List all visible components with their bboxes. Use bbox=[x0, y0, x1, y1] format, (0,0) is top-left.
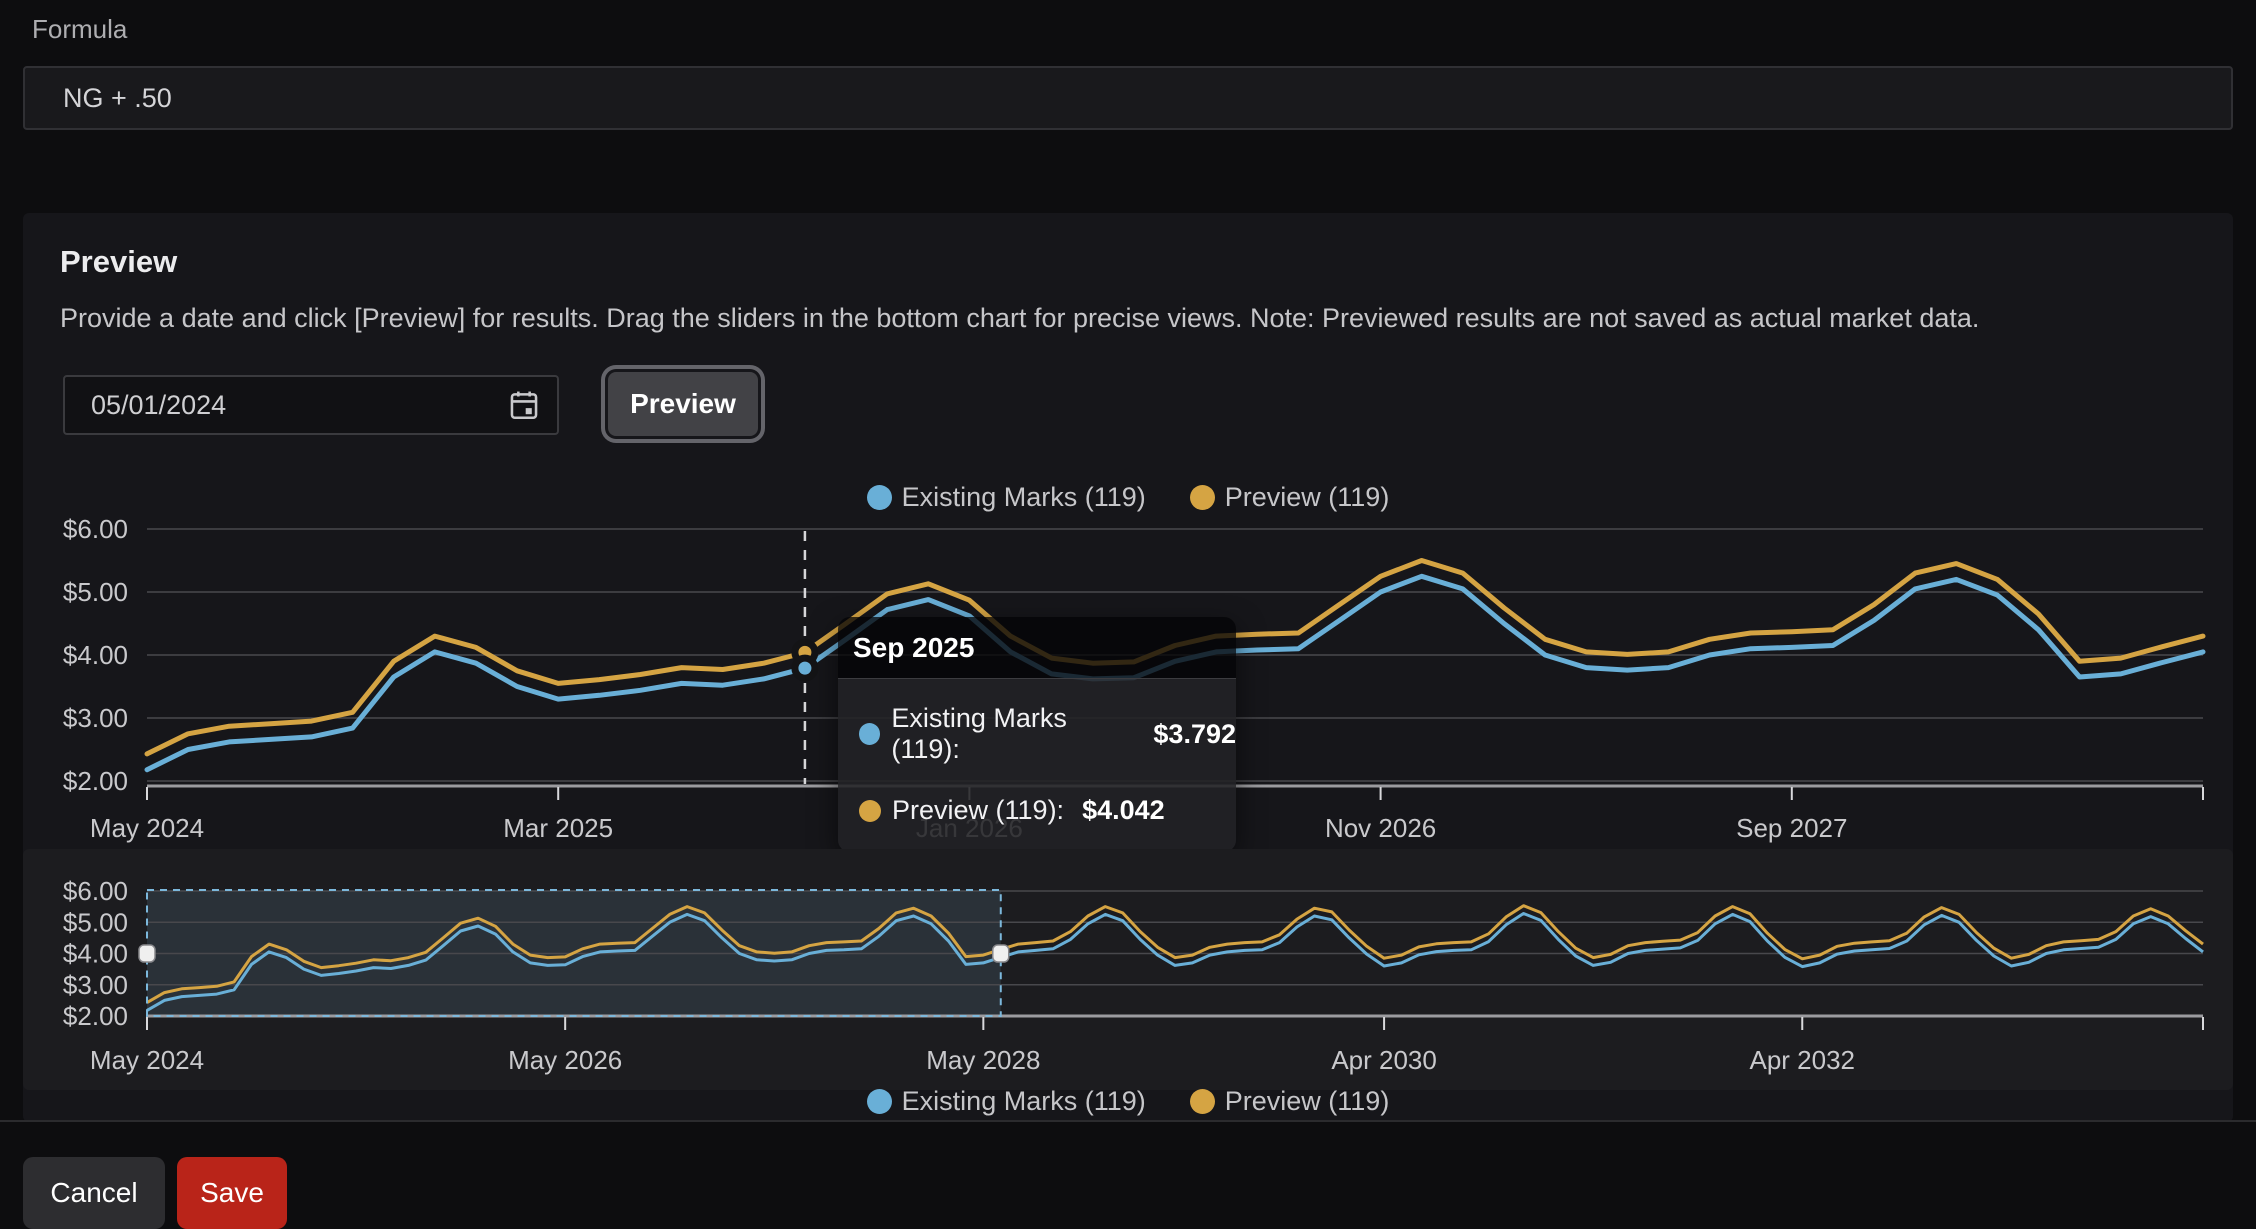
date-input[interactable] bbox=[65, 377, 557, 433]
cursor-dot-existing bbox=[791, 654, 819, 682]
chart-tooltip: Sep 2025 Existing Marks (119): $3.792 Pr… bbox=[838, 617, 1236, 852]
formula-input[interactable] bbox=[23, 66, 2233, 130]
preview-line-overview bbox=[146, 904, 2204, 1004]
legend-item-preview: Preview (119) bbox=[1189, 1086, 1390, 1117]
y-tick-label: $2.00 bbox=[63, 1001, 128, 1031]
preview-description: Provide a date and click [Preview] for r… bbox=[60, 303, 1980, 333]
y-tick-label: $3.00 bbox=[63, 970, 128, 1000]
tooltip-row-preview: Preview (119): $4.042 bbox=[838, 795, 1236, 826]
legend-item-existing: Existing Marks (119) bbox=[866, 1086, 1146, 1117]
preview-legend-dot-icon bbox=[1189, 1089, 1215, 1114]
brush-handle-right[interactable] bbox=[992, 944, 1010, 963]
y-tick-label: $5.00 bbox=[63, 907, 128, 937]
y-tick-label: $6.00 bbox=[63, 514, 128, 544]
y-tick-label: $3.00 bbox=[63, 703, 128, 733]
x-tick-label: Apr 2032 bbox=[1749, 1045, 1855, 1075]
cancel-button[interactable]: Cancel bbox=[23, 1157, 165, 1229]
existing-marks-dot-icon bbox=[859, 723, 881, 745]
legend-label: Existing Marks (119) bbox=[901, 482, 1146, 512]
y-tick-label: $4.00 bbox=[63, 939, 128, 969]
chart-legend-top: Existing Marks (119) Preview (119) bbox=[0, 482, 2256, 513]
legend-label: Preview (119) bbox=[1224, 482, 1390, 512]
y-tick-label: $5.00 bbox=[63, 577, 128, 607]
tooltip-value-preview: $4.042 bbox=[1082, 795, 1165, 825]
y-tick-label: $6.00 bbox=[63, 876, 128, 906]
x-tick-label: May 2024 bbox=[90, 813, 204, 843]
x-tick-label: May 2024 bbox=[90, 1045, 204, 1075]
tooltip-label-preview: Preview (119): bbox=[892, 795, 1065, 825]
preview-button[interactable]: Preview bbox=[608, 372, 758, 436]
tooltip-label-existing: Existing Marks (119): bbox=[891, 703, 1067, 764]
preview-legend-dot-icon bbox=[1189, 485, 1215, 510]
date-field[interactable] bbox=[63, 375, 559, 435]
legend-item-existing: Existing Marks (119) bbox=[866, 482, 1146, 513]
tooltip-row-existing: Existing Marks (119): $3.792 bbox=[838, 703, 1236, 765]
existing-legend-dot-icon bbox=[866, 485, 892, 510]
brush-handle-left[interactable] bbox=[138, 944, 156, 963]
divider bbox=[0, 1120, 2256, 1122]
overview-brush-chart: $6.00$5.00$4.00$3.00$2.00 May 2024 May 202… bbox=[63, 876, 2204, 1075]
y-tick-label: $2.00 bbox=[63, 766, 128, 796]
tooltip-value-existing: $3.792 bbox=[1153, 718, 1236, 749]
legend-label: Existing Marks (119) bbox=[901, 1086, 1146, 1116]
tooltip-title: Sep 2025 bbox=[838, 617, 1236, 679]
existing-marks-line-overview bbox=[146, 912, 2204, 1012]
tooltip-body: Existing Marks (119): $3.792 Preview (11… bbox=[838, 679, 1236, 852]
save-button[interactable]: Save bbox=[177, 1157, 287, 1229]
calendar-icon[interactable] bbox=[507, 388, 541, 422]
x-tick-label: Nov 2026 bbox=[1325, 813, 1436, 843]
x-tick-label: Mar 2025 bbox=[503, 813, 613, 843]
existing-legend-dot-icon bbox=[866, 1089, 892, 1114]
legend-label: Preview (119) bbox=[1224, 1086, 1390, 1116]
chart-legend-bottom: Existing Marks (119) Preview (119) bbox=[0, 1086, 2256, 1117]
x-tick-label: May 2026 bbox=[508, 1045, 622, 1075]
x-tick-label: Apr 2030 bbox=[1331, 1045, 1437, 1075]
preview-dot-icon bbox=[859, 799, 881, 822]
formula-label: Formula bbox=[32, 14, 128, 44]
preview-heading: Preview bbox=[60, 244, 178, 279]
x-tick-label: Sep 2027 bbox=[1736, 813, 1847, 843]
legend-item-preview: Preview (119) bbox=[1189, 482, 1390, 513]
x-tick-label: May 2028 bbox=[926, 1045, 1040, 1075]
y-tick-label: $4.00 bbox=[63, 640, 128, 670]
